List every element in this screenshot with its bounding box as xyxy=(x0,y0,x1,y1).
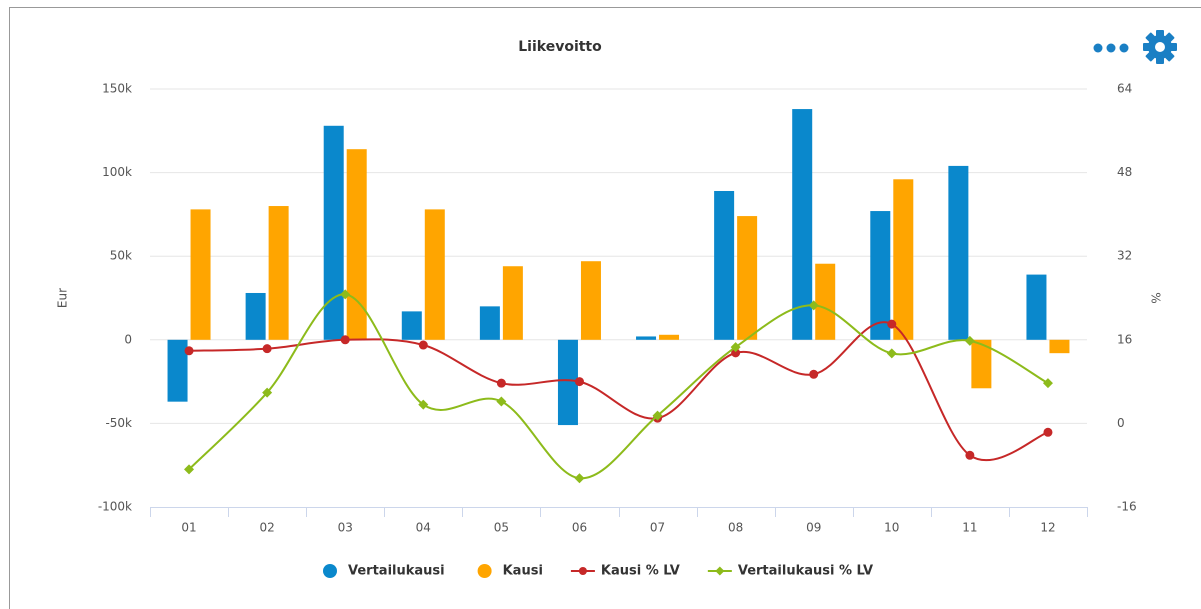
point xyxy=(340,289,351,300)
point xyxy=(808,300,819,311)
line xyxy=(189,321,1049,462)
legend-item: Kausi % LV xyxy=(570,564,680,579)
point xyxy=(418,340,428,350)
y2-tick-label: 16 xyxy=(1117,332,1132,346)
panel-border xyxy=(9,7,1201,609)
dot xyxy=(1093,43,1103,53)
bar xyxy=(948,165,969,340)
bar xyxy=(323,125,344,340)
legend-marker xyxy=(715,566,725,576)
point xyxy=(886,348,897,359)
menu-icon[interactable] xyxy=(1093,43,1129,53)
bar xyxy=(870,211,891,340)
x-tick-label: 10 xyxy=(884,521,899,535)
point xyxy=(496,378,506,388)
legend-label: Kausi % LV xyxy=(601,564,680,579)
line xyxy=(188,293,1049,480)
bar xyxy=(502,266,523,340)
legend-item: Vertailukausi xyxy=(323,564,445,579)
bar xyxy=(245,292,266,340)
y-tick-label: 100k xyxy=(102,165,132,179)
point xyxy=(730,342,741,353)
bar xyxy=(1026,274,1047,340)
x-tick-label: 02 xyxy=(259,521,274,535)
bar xyxy=(346,149,367,340)
x-tick-label: 12 xyxy=(1040,521,1055,535)
point xyxy=(1043,427,1053,437)
bar xyxy=(167,339,188,402)
point xyxy=(731,348,741,358)
point xyxy=(262,387,273,398)
point xyxy=(262,344,272,354)
x-tick-label: 08 xyxy=(728,521,743,535)
y-tick-label: 0 xyxy=(124,332,132,346)
x-tick-label: 03 xyxy=(338,521,353,535)
bar xyxy=(737,216,758,340)
bar xyxy=(424,209,445,340)
y-axis-title: Eur xyxy=(56,288,70,308)
y2-tick-label: 48 xyxy=(1117,165,1132,179)
y-tick-label: -100k xyxy=(98,500,132,514)
bar xyxy=(268,206,289,340)
bar xyxy=(401,311,422,340)
legend-item: Vertailukausi % LV xyxy=(707,564,873,579)
legend-item: Kausi xyxy=(477,564,543,579)
bar xyxy=(714,190,735,340)
legend-marker xyxy=(477,564,492,578)
x-tick-label: 07 xyxy=(650,521,665,535)
chart-title: Liikevoitto xyxy=(518,39,602,55)
point xyxy=(340,335,350,345)
point xyxy=(1042,378,1053,389)
point xyxy=(496,396,507,407)
x-tick-label: 06 xyxy=(572,521,587,535)
y-tick-label: 50k xyxy=(110,249,132,263)
y2-tick-label: 64 xyxy=(1117,82,1132,96)
bar xyxy=(792,109,813,340)
bar xyxy=(659,334,680,340)
bar xyxy=(893,179,914,340)
legend-label: Vertailukausi % LV xyxy=(738,564,873,579)
point xyxy=(574,377,584,387)
gear-hole xyxy=(1155,42,1165,52)
point xyxy=(184,464,195,475)
point xyxy=(652,410,663,421)
x-tick-label: 09 xyxy=(806,521,821,535)
bar xyxy=(971,339,992,389)
y-tick-label: -50k xyxy=(105,416,132,430)
legend-label: Kausi xyxy=(503,564,543,579)
legend-marker xyxy=(323,564,337,578)
point xyxy=(184,346,194,356)
dot xyxy=(1119,43,1129,53)
bar xyxy=(190,209,211,340)
bar xyxy=(557,339,578,426)
point xyxy=(418,399,429,410)
dot xyxy=(1106,43,1116,53)
settings-icon[interactable] xyxy=(1143,30,1177,64)
point xyxy=(964,335,975,346)
bar xyxy=(815,263,836,340)
legend-label: Vertailukausi xyxy=(348,564,445,579)
legend-marker xyxy=(578,567,587,575)
bar xyxy=(636,336,657,340)
x-tick-label: 05 xyxy=(494,521,509,535)
x-tick-label: 11 xyxy=(962,521,977,535)
point xyxy=(574,473,585,484)
y2-tick-label: -16 xyxy=(1117,500,1137,514)
y-tick-label: 150k xyxy=(102,82,132,96)
x-tick-label: 01 xyxy=(181,521,196,535)
point xyxy=(887,319,897,329)
x-tick-label: 04 xyxy=(416,521,431,535)
point xyxy=(809,369,819,379)
y2-tick-label: 32 xyxy=(1117,249,1132,263)
y2-axis-title: % xyxy=(1149,292,1163,303)
point xyxy=(965,450,975,460)
bar xyxy=(1049,339,1070,354)
bar xyxy=(580,261,601,340)
bar xyxy=(479,306,500,340)
y2-tick-label: 0 xyxy=(1117,416,1125,430)
